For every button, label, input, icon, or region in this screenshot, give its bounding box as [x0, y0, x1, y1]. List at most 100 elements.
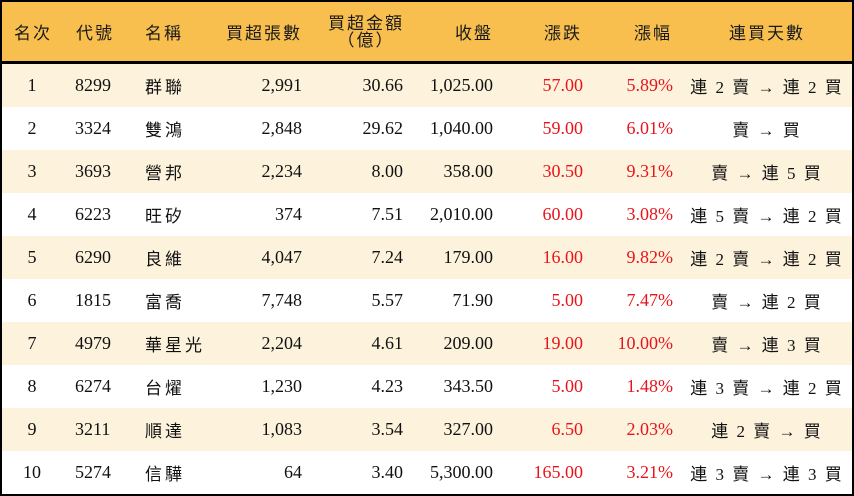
- net-buy-lots-cell: 374: [275, 204, 302, 224]
- table-header: 名次 代號 名稱 買超張數 買超金額 （億） 收盤 漲跌 漲幅 連買天數: [2, 2, 852, 64]
- change-pct-cell: 1.48%: [626, 376, 674, 396]
- streak-cell: 賣 → 連 5 買: [711, 164, 823, 183]
- name-cell: 良維: [145, 250, 185, 269]
- table-row: 7 4979 華星光 2,204 4.61 209.00 19.00 10.00…: [2, 322, 852, 365]
- change-cell: 60.00: [542, 204, 584, 224]
- header-name: 名稱: [145, 24, 183, 43]
- close-cell: 5,300.00: [430, 462, 493, 482]
- net-buy-lots-cell: 2,848: [261, 118, 303, 138]
- net-buy-amount-cell: 7.24: [371, 247, 404, 267]
- code-cell: 6274: [75, 376, 111, 396]
- header-change: 漲跌: [544, 24, 582, 43]
- header-rank: 名次: [14, 24, 52, 43]
- rank-cell: 4: [27, 204, 37, 224]
- rank-cell: 3: [27, 161, 37, 181]
- streak-cell: 連 2 賣 → 買: [711, 422, 823, 441]
- net-buy-lots-cell: 7,748: [261, 290, 303, 310]
- change-cell: 59.00: [542, 118, 584, 138]
- header-change-pct: 漲幅: [634, 24, 672, 43]
- streak-cell: 連 3 賣 → 連 3 買: [690, 465, 844, 484]
- net-buy-lots-cell: 2,991: [261, 75, 303, 95]
- rank-cell: 2: [27, 118, 37, 138]
- code-cell: 1815: [75, 290, 111, 310]
- change-cell: 165.00: [533, 462, 584, 482]
- name-cell: 營邦: [145, 164, 185, 183]
- net-buy-amount-cell: 5.57: [371, 290, 404, 310]
- change-pct-cell: 9.31%: [626, 161, 674, 181]
- streak-cell: 賣 → 連 3 買: [711, 336, 823, 355]
- change-pct-cell: 5.89%: [626, 75, 674, 95]
- header-net-buy-amount: 買超金額 （億）: [324, 2, 408, 61]
- net-buy-amount-cell: 3.54: [371, 419, 404, 439]
- table-row: 1 8299 群聯 2,991 30.66 1,025.00 57.00 5.8…: [2, 64, 852, 107]
- net-buy-amount-cell: 4.61: [371, 333, 404, 353]
- net-buy-amount-cell: 7.51: [371, 204, 404, 224]
- name-cell: 順達: [145, 422, 185, 441]
- close-cell: 327.00: [443, 419, 494, 439]
- change-pct-cell: 3.21%: [626, 462, 674, 482]
- rank-cell: 7: [27, 333, 37, 353]
- table-row: 9 3211 順達 1,083 3.54 327.00 6.50 2.03% 連…: [2, 408, 852, 451]
- header-net-buy-lots: 買超張數: [226, 24, 302, 43]
- name-cell: 雙鴻: [145, 121, 185, 140]
- change-cell: 19.00: [542, 333, 584, 353]
- table-row: 8 6274 台燿 1,230 4.23 343.50 5.00 1.48% 連…: [2, 365, 852, 408]
- rank-cell: 10: [23, 462, 41, 482]
- streak-cell: 連 2 賣 → 連 2 買: [690, 250, 844, 269]
- streak-cell: 賣 → 連 2 買: [711, 293, 823, 312]
- net-buy-amount-cell: 29.62: [362, 118, 404, 138]
- table-row: 3 3693 營邦 2,234 8.00 358.00 30.50 9.31% …: [2, 150, 852, 193]
- close-cell: 358.00: [443, 161, 494, 181]
- close-cell: 71.90: [452, 290, 494, 310]
- close-cell: 1,025.00: [430, 75, 493, 95]
- streak-cell: 連 2 賣 → 連 2 買: [690, 78, 844, 97]
- table-row: 10 5274 信驊 64 3.40 5,300.00 165.00 3.21%…: [2, 451, 852, 494]
- code-cell: 3211: [75, 419, 111, 439]
- change-cell: 57.00: [542, 75, 584, 95]
- change-pct-cell: 2.03%: [626, 419, 674, 439]
- change-cell: 6.50: [551, 419, 584, 439]
- header-close: 收盤: [455, 24, 493, 43]
- close-cell: 1,040.00: [430, 118, 493, 138]
- rank-cell: 8: [27, 376, 37, 396]
- change-cell: 16.00: [542, 247, 584, 267]
- net-buy-amount-cell: 30.66: [362, 75, 404, 95]
- change-pct-cell: 6.01%: [626, 118, 674, 138]
- streak-cell: 連 5 賣 → 連 2 買: [690, 207, 844, 226]
- header-net-buy-amount-line1: 買超金額: [328, 13, 404, 33]
- code-cell: 5274: [75, 462, 111, 482]
- change-pct-cell: 3.08%: [626, 204, 674, 224]
- code-cell: 4979: [75, 333, 111, 353]
- change-pct-cell: 10.00%: [617, 333, 674, 353]
- change-cell: 5.00: [551, 376, 584, 396]
- table-row: 5 6290 良維 4,047 7.24 179.00 16.00 9.82% …: [2, 236, 852, 279]
- net-buy-lots-cell: 1,230: [261, 376, 303, 396]
- name-cell: 台燿: [145, 379, 185, 398]
- code-cell: 3693: [75, 161, 111, 181]
- header-code: 代號: [76, 24, 114, 43]
- table-row: 2 3324 雙鴻 2,848 29.62 1,040.00 59.00 6.0…: [2, 107, 852, 150]
- name-cell: 富喬: [145, 293, 185, 312]
- net-buy-lots-cell: 1,083: [261, 419, 303, 439]
- name-cell: 華星光: [145, 336, 205, 355]
- change-pct-cell: 7.47%: [626, 290, 674, 310]
- header-net-buy-amount-line2: （億）: [337, 30, 395, 50]
- code-cell: 3324: [75, 118, 111, 138]
- code-cell: 6223: [75, 204, 111, 224]
- net-buy-amount-cell: 3.40: [371, 462, 404, 482]
- close-cell: 179.00: [443, 247, 494, 267]
- net-buy-lots-cell: 2,204: [261, 333, 303, 353]
- name-cell: 信驊: [145, 465, 185, 484]
- rank-cell: 1: [27, 75, 37, 95]
- name-cell: 旺矽: [145, 207, 185, 226]
- net-buy-lots-cell: 4,047: [261, 247, 303, 267]
- net-buy-amount-cell: 8.00: [371, 161, 404, 181]
- rank-cell: 9: [27, 419, 37, 439]
- net-buy-amount-cell: 4.23: [371, 376, 404, 396]
- streak-cell: 賣 → 買: [732, 121, 802, 140]
- streak-cell: 連 3 賣 → 連 2 買: [690, 379, 844, 398]
- code-cell: 6290: [75, 247, 111, 267]
- change-pct-cell: 9.82%: [626, 247, 674, 267]
- net-buy-lots-cell: 64: [284, 462, 302, 482]
